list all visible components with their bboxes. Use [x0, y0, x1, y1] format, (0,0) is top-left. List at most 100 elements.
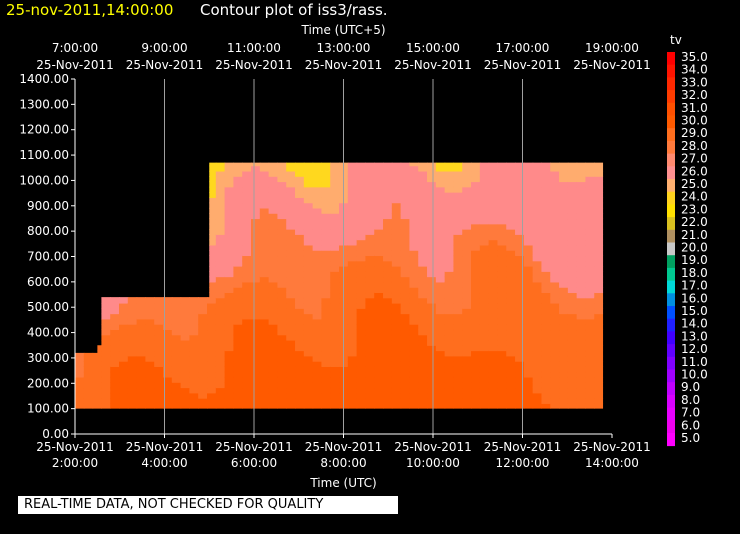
contour-cell — [224, 266, 235, 272]
contour-cell — [427, 371, 437, 378]
contour-cell — [224, 192, 235, 198]
contour-cell — [515, 302, 525, 309]
contour-cell — [550, 260, 560, 267]
contour-cell — [400, 255, 411, 262]
colorbar-swatch — [667, 369, 675, 383]
contour-cell — [207, 239, 217, 246]
contour-cell — [585, 308, 595, 315]
contour-cell — [127, 371, 138, 378]
contour-cell — [207, 202, 217, 209]
contour-cell — [321, 345, 331, 352]
contour-cell — [391, 186, 402, 193]
quality-banner: REAL-TIME DATA, NOT CHECKED FOR QUALITY — [18, 496, 398, 514]
contour-cell — [515, 250, 525, 257]
colorbar-tick-label: 19.0 — [681, 253, 708, 267]
contour-cell — [224, 292, 235, 299]
contour-cell — [268, 392, 279, 399]
contour-cell — [541, 176, 551, 183]
contour-cell — [163, 297, 173, 304]
contour-cell — [268, 207, 279, 214]
contour-cell — [400, 313, 411, 320]
contour-cell — [268, 339, 279, 346]
contour-cell — [356, 234, 367, 241]
contour-cell — [215, 302, 226, 309]
contour-cell — [532, 302, 543, 309]
contour-cell — [453, 155, 462, 161]
contour-cell — [268, 260, 279, 267]
contour-cell — [594, 324, 604, 331]
contour-cell — [515, 371, 525, 378]
contour-cell — [409, 207, 419, 214]
contour-cell — [127, 329, 138, 336]
contour-cell — [506, 297, 516, 304]
contour-cell — [127, 398, 138, 404]
contour-cell — [550, 223, 560, 230]
contour-cell — [127, 387, 138, 394]
contour-cell — [330, 387, 340, 394]
contour-cell — [444, 271, 455, 278]
contour-cell — [576, 281, 587, 288]
contour-cell — [559, 197, 569, 204]
colorbar-tick-label: 10.0 — [681, 368, 708, 382]
contour-cell — [576, 239, 587, 246]
contour-cell — [303, 350, 314, 357]
contour-cell — [268, 266, 279, 272]
contour-cell — [585, 244, 595, 251]
contour-cell — [576, 202, 587, 209]
contour-cell — [251, 392, 261, 399]
contour-cell — [330, 302, 340, 309]
contour-cell — [321, 192, 331, 198]
contour-cell — [532, 170, 543, 177]
contour-cell — [488, 387, 499, 394]
contour-cell — [145, 376, 155, 383]
contour-cell — [295, 202, 305, 209]
contour-cell — [471, 176, 481, 183]
contour-cell — [145, 297, 155, 304]
contour-cell — [400, 308, 411, 315]
contour-cell — [418, 329, 428, 336]
contour-cell — [216, 155, 225, 161]
contour-cell — [295, 334, 305, 341]
contour-cell — [576, 392, 587, 399]
contour-cell — [110, 355, 120, 362]
contour-cell — [418, 207, 428, 214]
y-tick-label: 1100.00 — [19, 148, 69, 162]
contour-cell — [268, 350, 279, 357]
colorbar-tick-label: 7.0 — [681, 406, 700, 420]
contour-cell — [462, 318, 472, 325]
contour-cell — [479, 308, 490, 315]
colorbar-tick-label: 14.0 — [681, 317, 708, 331]
contour-cell — [585, 324, 595, 331]
contour-cell — [462, 292, 472, 299]
contour-cell — [180, 318, 191, 325]
contour-cell — [435, 318, 446, 325]
contour-cell — [215, 382, 226, 389]
colorbar-tick-label: 22.0 — [681, 215, 708, 229]
contour-cell — [374, 324, 384, 331]
contour-cell — [233, 155, 242, 161]
contour-cell — [295, 329, 305, 336]
contour-cell — [585, 361, 595, 367]
contour-cell — [576, 186, 587, 193]
contour-cell — [374, 234, 384, 241]
contour-cell — [251, 176, 261, 183]
contour-cell — [251, 197, 261, 204]
contour-cell — [347, 223, 358, 230]
contour-cell — [330, 361, 340, 367]
contour-cell — [224, 186, 235, 193]
contour-cell — [347, 297, 358, 304]
contour-cell — [567, 181, 578, 188]
contour-cell — [330, 350, 340, 357]
contour-cell — [374, 361, 384, 367]
contour-cell — [471, 266, 481, 272]
contour-cell — [330, 403, 340, 409]
contour-cell — [251, 324, 261, 331]
contour-cell — [541, 355, 551, 362]
contour-cell — [215, 329, 226, 336]
contour-cell — [277, 324, 287, 331]
colorbar-swatch — [667, 204, 675, 218]
contour-cell — [523, 361, 534, 367]
contour-cell — [259, 197, 270, 204]
contour-cell — [259, 350, 270, 357]
contour-cell — [171, 392, 182, 399]
